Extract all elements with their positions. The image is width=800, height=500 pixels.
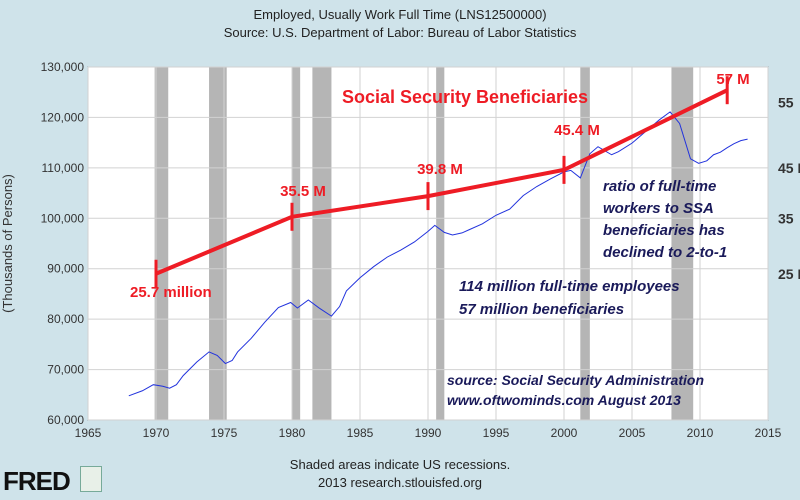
y-tick-label: 60,000 [47, 413, 84, 427]
y-tick-label: 130,000 [41, 60, 85, 74]
ssa-point-label: 25.7 million [130, 284, 212, 301]
recession-bands [154, 67, 694, 420]
recession-note: Shaded areas indicate US recessions. [289, 457, 511, 472]
right-axis-label: 25 M [778, 266, 800, 282]
gridlines [87, 66, 769, 421]
fred-logo: FRED [3, 466, 71, 496]
recession-band [671, 67, 694, 420]
x-tick-label: 2010 [687, 426, 714, 440]
recession-band [154, 67, 169, 420]
annotations: Social Security Beneficiaries 25.7 millio… [130, 71, 750, 408]
x-tick-label: 1985 [347, 426, 374, 440]
recession-band [580, 67, 590, 420]
y-tick-label: 100,000 [41, 211, 85, 225]
ssa-point-label: 39.8 M [417, 161, 463, 178]
y-tick-label: 120,000 [41, 110, 85, 124]
ratio-note-line: ratio of full-time [603, 178, 716, 195]
right-axis-label: 55 [778, 94, 794, 110]
x-tick-label: 1995 [483, 426, 510, 440]
x-tick-label: 1965 [75, 426, 102, 440]
right-axis-label: 45 M [778, 160, 800, 176]
source-note-line: www.oftwominds.com August 2013 [447, 392, 681, 408]
x-tick-label: 2015 [755, 426, 782, 440]
ssa-point-label: 35.5 M [280, 183, 326, 200]
employment-line [128, 111, 748, 397]
x-tick-label: 1975 [211, 426, 238, 440]
recession-band [209, 67, 227, 420]
recession-band [292, 67, 301, 420]
x-tick-label: 2005 [619, 426, 646, 440]
y-tick-label: 90,000 [47, 262, 84, 276]
right-axis-label: 35 [778, 210, 794, 226]
ratio-note-line: beneficiaries has [603, 222, 725, 239]
ssa-point-label: 57 M [716, 71, 749, 88]
ssa-title: Social Security Beneficiaries [342, 87, 588, 107]
ratio-note-line: workers to SSA [603, 200, 714, 217]
axes: 60,000 70,000 80,000 90,000 100,000 110,000 12… [0, 60, 800, 440]
x-tick-label: 2000 [551, 426, 578, 440]
source-note-line: source: Social Security Administration [447, 372, 704, 388]
y-tick-label: 80,000 [47, 312, 84, 326]
ratio-note-line: declined to 2-to-1 [603, 244, 727, 261]
recession-band [312, 67, 332, 420]
count-note-line: 57 million beneficiaries [459, 301, 624, 318]
ssa-point-label: 45.4 M [554, 122, 600, 139]
x-tick-label: 1990 [415, 426, 442, 440]
x-tick-label: 1980 [279, 426, 306, 440]
y-axis-label: (Thousands of Persons) [0, 174, 15, 313]
y-tick-label: 110,000 [42, 161, 85, 175]
x-tick-label: 1970 [143, 426, 170, 440]
credit: 2013 research.stlouisfed.org [317, 475, 483, 490]
fred-graph-icon [80, 466, 102, 492]
series [128, 76, 748, 397]
recession-band [436, 67, 445, 420]
chart-title: Employed, Usually Work Full Time (LNS125… [253, 7, 547, 22]
chart-source: Source: U.S. Department of Labor: Bureau… [223, 25, 577, 40]
count-note-line: 114 million full-time employees [459, 278, 680, 295]
y-tick-label: 70,000 [47, 363, 84, 377]
